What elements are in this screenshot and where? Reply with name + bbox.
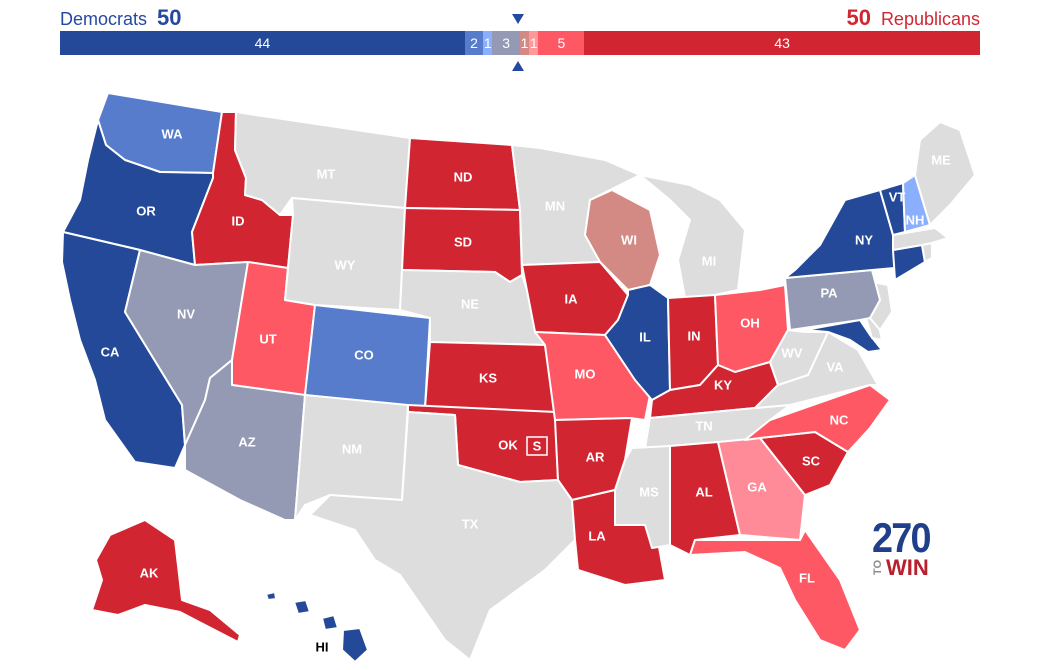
label-ar: AR <box>586 449 605 464</box>
republicans-total: 50 <box>846 5 871 30</box>
label-mn: MN <box>545 198 565 213</box>
label-al: AL <box>695 484 712 499</box>
label-sd: SD <box>454 234 472 249</box>
label-vt: VT <box>889 189 906 204</box>
label-nh: NH <box>906 212 925 227</box>
bar-segment-tilt-r[interactable]: 1 <box>519 31 530 55</box>
state-il[interactable] <box>604 284 671 401</box>
bar-segment-leans-d[interactable]: 1 <box>483 31 493 55</box>
state-wy[interactable] <box>284 197 406 311</box>
label-la: LA <box>588 528 606 543</box>
label-wv: WV <box>782 345 803 360</box>
state-tx[interactable] <box>309 411 576 661</box>
270towin-logo[interactable]: 270 TO WIN <box>872 514 936 580</box>
bar-segment-safe-r[interactable]: 43 <box>584 31 980 55</box>
label-ak: AK <box>140 565 159 580</box>
label-wy: WY <box>335 257 356 272</box>
logo-number: 270 <box>872 514 931 561</box>
state-ma[interactable] <box>892 227 949 251</box>
state-hi-island-3[interactable] <box>293 599 311 615</box>
label-nd: ND <box>454 169 473 184</box>
special-election-box[interactable] <box>526 436 548 456</box>
state-hi-island-2[interactable] <box>321 614 339 631</box>
label-mt: MT <box>317 166 336 181</box>
label-mi: MI <box>702 253 716 268</box>
democrats-total: 50 <box>157 5 182 30</box>
label-nv: NV <box>177 306 195 321</box>
label-oh: OH <box>740 315 760 330</box>
label-fl: FL <box>799 570 815 585</box>
label-ga: GA <box>747 479 767 494</box>
balance-of-power-bar: 44 2 1 3 1 1 5 43 <box>60 31 980 55</box>
label-nm: NM <box>342 441 362 456</box>
special-election-marker: S <box>533 438 542 453</box>
democrats-header: Democrats 50 <box>60 5 182 31</box>
state-ri[interactable] <box>921 242 933 263</box>
label-ms: MS <box>639 484 659 499</box>
label-wi: WI <box>621 232 637 247</box>
label-ne: NE <box>461 296 479 311</box>
label-tn: TN <box>695 418 712 433</box>
label-ny: NY <box>855 232 873 247</box>
logo-win: WIN <box>886 555 929 580</box>
republicans-header: 50 Republicans <box>846 5 980 31</box>
bar-segment-likely-r[interactable]: 1 <box>529 31 539 55</box>
label-co: CO <box>354 347 374 362</box>
majority-marker-up-icon <box>512 61 524 71</box>
logo-to: TO <box>872 560 884 576</box>
state-hi[interactable] <box>341 627 369 663</box>
bar-segment-likely-d[interactable]: 2 <box>464 31 484 55</box>
state-hi-island-4[interactable] <box>265 591 277 601</box>
state-mt[interactable] <box>234 111 411 216</box>
label-hi: HI <box>316 639 329 654</box>
bar-segment-toss-up[interactable]: 3 <box>492 31 520 55</box>
label-id: ID <box>232 213 245 228</box>
label-ok: OK <box>498 437 518 452</box>
label-tx: TX <box>462 516 479 531</box>
label-mo: MO <box>575 366 596 381</box>
label-wa: WA <box>162 126 184 141</box>
bar-segment-safe-d[interactable]: 44 <box>60 31 465 55</box>
republicans-label: Republicans <box>880 9 980 29</box>
label-ky: KY <box>714 377 732 392</box>
label-ca: CA <box>101 344 120 359</box>
label-or: OR <box>136 203 156 218</box>
democrats-label: Democrats <box>60 9 148 29</box>
state-ct[interactable] <box>892 244 926 281</box>
state-fl[interactable] <box>689 529 861 651</box>
label-va: VA <box>826 359 844 374</box>
state-me[interactable] <box>914 121 976 226</box>
label-pa: PA <box>820 285 838 300</box>
state-md[interactable] <box>804 319 883 353</box>
label-sc: SC <box>802 453 821 468</box>
label-in: IN <box>688 328 701 343</box>
state-nc[interactable] <box>744 384 891 453</box>
label-ia: IA <box>565 291 579 306</box>
label-ut: UT <box>259 331 276 346</box>
state-wi[interactable] <box>584 189 661 291</box>
majority-marker-down-icon <box>512 14 524 24</box>
label-me: ME <box>931 152 951 167</box>
label-nc: NC <box>830 412 849 427</box>
label-il: IL <box>639 329 651 344</box>
state-ny[interactable] <box>784 189 896 279</box>
label-az: AZ <box>238 434 255 449</box>
state-ak[interactable] <box>91 519 241 643</box>
label-ks: KS <box>479 370 497 385</box>
bar-segment-leans-r[interactable]: 5 <box>538 31 585 55</box>
